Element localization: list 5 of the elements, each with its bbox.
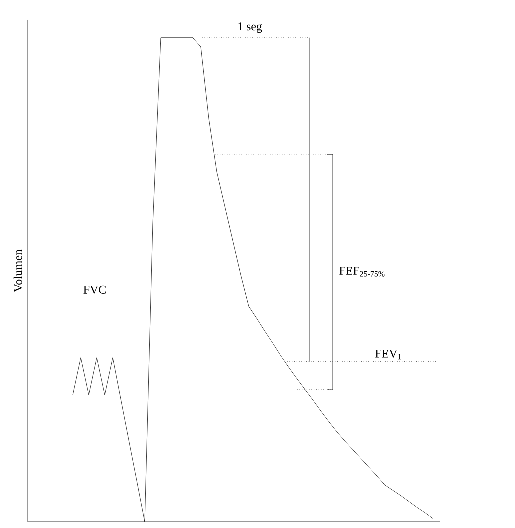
ref-line-label: FEV$_{1}$	[376, 350, 402, 360]
text: 1 seg	[238, 22, 262, 34]
annotation: FVC	[84, 286, 106, 294]
y-axis-title: Volumen	[14, 250, 22, 292]
annotation: FEF$_{25-75%}$	[340, 267, 385, 277]
